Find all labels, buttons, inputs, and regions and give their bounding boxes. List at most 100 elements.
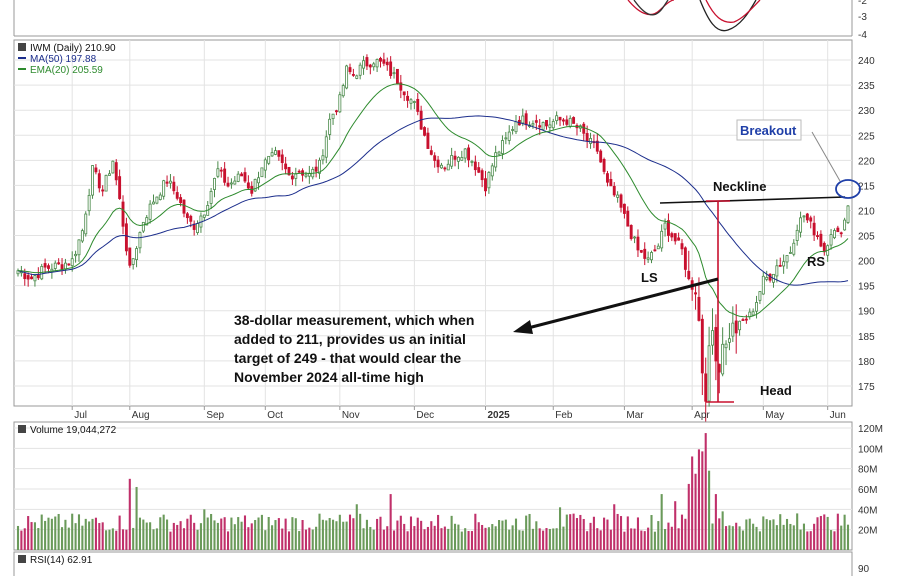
- volume-tick-120M: 120M: [858, 424, 883, 435]
- date-tick-Sep: Sep: [206, 410, 224, 421]
- candle-body: [582, 123, 586, 134]
- candle-body: [53, 262, 57, 269]
- volume-bar: [111, 528, 114, 550]
- volume-bar: [535, 521, 538, 550]
- volume-bar: [233, 524, 236, 550]
- candle-body: [338, 94, 342, 113]
- volume-bar: [226, 531, 230, 550]
- volume-bar: [470, 531, 474, 550]
- volume-bar: [552, 528, 555, 550]
- volume-bar: [460, 531, 463, 550]
- volume-bar: [135, 486, 138, 550]
- volume-bar: [521, 530, 524, 550]
- volume-bar: [230, 517, 233, 550]
- volume-tick-40M: 40M: [858, 505, 877, 516]
- volume-bar: [37, 528, 40, 550]
- candle-body: [135, 248, 139, 261]
- breakout-label: Breakout: [740, 123, 797, 138]
- candle-body: [304, 174, 308, 177]
- candle-body: [219, 169, 223, 172]
- candle-body: [680, 243, 684, 250]
- candle-body: [30, 276, 33, 280]
- volume-bar: [189, 514, 192, 550]
- candle-body: [321, 155, 325, 161]
- date-tick-Aug: Aug: [132, 410, 150, 421]
- volume-bar: [721, 511, 724, 550]
- candle-body: [36, 274, 40, 279]
- candle-body: [446, 163, 450, 171]
- volume-bar: [741, 530, 745, 550]
- volume-bar: [613, 504, 616, 550]
- volume-bar: [179, 521, 182, 550]
- volume-bar: [213, 520, 216, 550]
- volume-bar: [596, 528, 599, 550]
- volume-bar: [636, 517, 640, 550]
- volume-bar: [281, 528, 284, 550]
- candle-body: [548, 124, 552, 128]
- symbol-label: IWM (Daily) 210.90: [30, 43, 116, 54]
- volume-bar: [115, 530, 118, 550]
- candle-body: [196, 223, 199, 233]
- candle-body: [284, 163, 288, 170]
- candle-body: [463, 148, 467, 159]
- candle-body: [267, 155, 271, 164]
- volume-bar: [582, 518, 585, 550]
- price-axis: 240 235 230 225 220 215 210 205 200 195 190 185 180 1…: [858, 56, 875, 393]
- candle-body: [355, 75, 359, 79]
- candle-body: [213, 177, 216, 190]
- volume-bar: [819, 515, 822, 550]
- volume-bar: [674, 501, 677, 550]
- volume-bar: [558, 507, 562, 550]
- ma50-line: [17, 115, 849, 286]
- volume-bar: [609, 529, 612, 550]
- volume-bar: [433, 525, 436, 550]
- candle-body: [673, 233, 677, 242]
- volume-bar: [298, 531, 301, 550]
- candle-body: [572, 117, 576, 124]
- volume-bar: [464, 528, 467, 550]
- price-grid: [14, 40, 852, 406]
- volume-bar: [389, 494, 392, 550]
- price-tick-225: 225: [858, 131, 875, 142]
- volume-bar: [813, 523, 816, 550]
- date-tick-Nov: Nov: [342, 410, 360, 421]
- volume-bar: [789, 523, 792, 550]
- volume-bar: [477, 522, 480, 550]
- volume-bar: [667, 522, 670, 550]
- date-tick-Oct: Oct: [267, 410, 283, 421]
- candle-body: [111, 160, 115, 174]
- volume-bar: [294, 518, 297, 550]
- volume-bar: [287, 531, 291, 550]
- date-tick-Mar: Mar: [626, 410, 644, 421]
- candle-body: [656, 245, 660, 250]
- volume-bar: [203, 509, 206, 550]
- volume-bar: [525, 515, 528, 550]
- volume-bar: [108, 529, 111, 550]
- volume-bar: [60, 527, 64, 550]
- volume-bar: [420, 520, 423, 550]
- volume-legend: Volume 19,044,272: [18, 425, 117, 436]
- volume-bar: [379, 516, 382, 550]
- volume-bar: [647, 527, 650, 550]
- ma50-legend: MA(50) 197.88: [30, 54, 97, 65]
- volume-bar: [718, 518, 721, 550]
- volume-bar: [724, 526, 728, 550]
- candle-body: [382, 59, 386, 64]
- candle-body: [643, 248, 647, 259]
- candle-body: [822, 242, 826, 253]
- volume-bar: [81, 525, 84, 550]
- candle-body: [653, 249, 657, 252]
- volume-bar: [501, 520, 504, 550]
- price-tick-205: 205: [858, 232, 875, 243]
- volume-bar: [684, 518, 687, 550]
- candle-body: [318, 159, 321, 174]
- volume-bar: [206, 517, 209, 550]
- top-tick-1: -2: [858, 0, 867, 7]
- candle-body: [375, 59, 379, 68]
- volume-bar: [40, 514, 43, 550]
- candle-body: [138, 232, 142, 249]
- volume-bar: [328, 518, 331, 550]
- candle-body: [619, 194, 623, 208]
- ema20-line: [17, 83, 849, 318]
- price-tick-210: 210: [858, 206, 875, 217]
